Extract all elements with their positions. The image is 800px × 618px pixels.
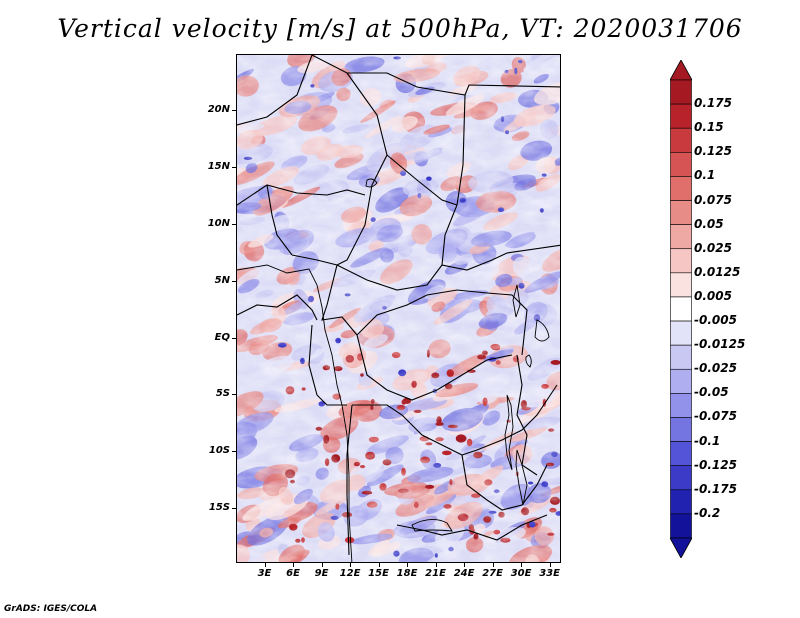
colorbar-swatch <box>670 176 692 201</box>
lon-label-27E: 27E <box>482 568 503 579</box>
chart-title: Vertical velocity [m/s] at 500hPa, VT: 2… <box>57 14 743 43</box>
lon-label-33E: 33E <box>539 568 560 579</box>
colorbar-swatch <box>670 344 692 370</box>
colorbar-swatch <box>670 368 692 394</box>
colorbar-swatch <box>670 320 692 346</box>
lat-label-15S: 15S <box>208 502 230 514</box>
colorbar-label: -0.175 <box>694 481 737 496</box>
colorbar-label: -0.005 <box>694 313 737 328</box>
colorbar-swatch <box>670 152 692 177</box>
lat-tick <box>232 451 236 453</box>
lon-tick <box>435 563 437 567</box>
colorbar-label: -0.0125 <box>694 337 746 352</box>
lat-tick <box>232 109 236 111</box>
lat-label-5N: 5N <box>214 274 230 286</box>
lon-tick <box>492 563 494 567</box>
lat-tick <box>232 280 236 282</box>
colorbar-swatch <box>670 393 692 418</box>
lon-tick <box>549 563 551 567</box>
colorbar-swatch <box>670 127 692 153</box>
lon-label-6E: 6E <box>286 568 300 579</box>
lon-tick <box>464 563 466 567</box>
colorbar-label: -0.025 <box>694 361 737 376</box>
colorbar-label: 0.025 <box>694 240 732 255</box>
lat-label-10N: 10N <box>207 217 230 229</box>
colorbar-swatch <box>670 513 692 539</box>
grads-credit: GrADS: IGES/COLA <box>4 604 98 614</box>
map-panel <box>236 54 561 563</box>
lat-tick <box>232 337 236 339</box>
lat-tick <box>232 166 236 168</box>
colorbar-label: 0.15 <box>694 120 724 135</box>
lon-label-24E: 24E <box>453 568 475 579</box>
country-borders <box>237 55 560 556</box>
colorbar-swatch <box>670 465 692 491</box>
lat-tick <box>232 223 236 225</box>
colorbar-swatch <box>670 224 692 250</box>
lon-tick <box>293 563 295 567</box>
lat-label-EQ: EQ <box>214 331 230 343</box>
lat-label-5S: 5S <box>215 388 230 400</box>
colorbar-label: -0.1 <box>694 433 721 448</box>
lon-tick <box>321 563 323 567</box>
colorbar-swatch <box>670 200 692 225</box>
colorbar-swatch <box>670 296 692 322</box>
colorbar-label: -0.075 <box>694 409 737 424</box>
colorbar-label: 0.075 <box>694 192 732 207</box>
lon-label-15E: 15E <box>368 568 389 579</box>
lon-tick <box>264 563 266 567</box>
colorbar-top-arrow <box>670 60 692 81</box>
colorbar-swatch <box>670 489 692 515</box>
lon-label-30E: 30E <box>510 568 532 579</box>
colorbar-swatch <box>670 441 692 466</box>
lat-tick <box>232 394 236 396</box>
field-texture <box>237 55 560 562</box>
lon-label-12E: 12E <box>339 568 361 579</box>
colorbar-swatch <box>670 103 692 129</box>
lon-tick <box>407 563 409 567</box>
lon-label-18E: 18E <box>396 568 418 579</box>
lat-label-15N: 15N <box>207 160 230 172</box>
colorbar-label: -0.05 <box>694 385 729 400</box>
lon-tick <box>378 563 380 567</box>
vertical-velocity-field <box>237 55 560 562</box>
lakes <box>365 178 550 532</box>
colorbar-label: -0.125 <box>694 457 737 472</box>
colorbar-label: 0.175 <box>694 96 732 111</box>
colorbar-label: 0.1 <box>694 168 716 183</box>
coastline <box>237 264 353 562</box>
colorbar-swatch <box>670 79 692 105</box>
colorbar-label: 0.0125 <box>694 264 741 279</box>
lat-label-10S: 10S <box>208 445 230 457</box>
colorbar-bottom-arrow <box>670 537 692 558</box>
colorbar-label: 0.05 <box>694 216 724 231</box>
lon-label-3E: 3E <box>257 568 272 579</box>
lon-label-21E: 21E <box>425 568 446 579</box>
colorbar-swatch <box>670 272 692 298</box>
lat-label-20N: 20N <box>207 103 230 115</box>
colorbar-label: 0.125 <box>694 144 732 159</box>
colorbar-label: -0.2 <box>694 505 721 520</box>
colorbar-swatch <box>670 417 692 442</box>
lon-tick <box>521 563 523 567</box>
lon-label-9E: 9E <box>314 568 329 579</box>
lon-tick <box>350 563 352 567</box>
colorbar <box>670 60 692 558</box>
colorbar-swatch <box>670 248 692 274</box>
colorbar-label: 0.005 <box>694 288 732 303</box>
lat-tick <box>232 508 236 510</box>
